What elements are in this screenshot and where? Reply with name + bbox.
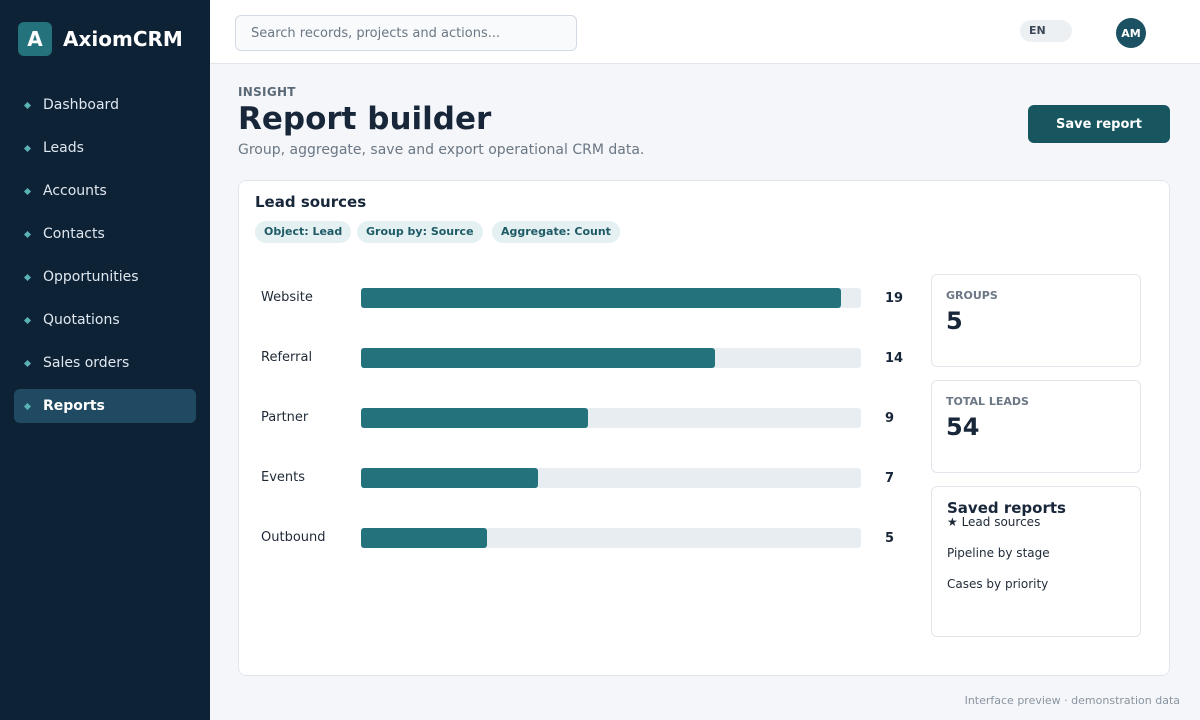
bar-label: Website	[261, 290, 313, 305]
groups-stat-card: GROUPS 5	[931, 274, 1141, 367]
avatar[interactable]: AM	[1116, 18, 1146, 48]
sidebar-item-label: Quotations	[43, 312, 120, 328]
topbar: EN AM	[210, 0, 1200, 64]
page-subtitle: Group, aggregate, save and export operat…	[238, 142, 645, 158]
bar-track	[361, 408, 861, 428]
nav-bullet-icon	[23, 316, 32, 324]
nav-bullet-icon	[23, 144, 32, 152]
stat-value: 54	[946, 413, 980, 441]
nav-bullet-icon	[23, 187, 32, 195]
save-report-button[interactable]: Save report	[1028, 105, 1170, 143]
bar-fill	[361, 348, 715, 368]
nav-bullet-icon	[23, 402, 32, 410]
sidebar-item-accounts[interactable]: Accounts	[14, 174, 196, 208]
sidebar-item-opportunities[interactable]: Opportunities	[14, 260, 196, 294]
bar-fill	[361, 288, 841, 308]
brand-logo: A	[18, 22, 52, 56]
sidebar-item-sales-orders[interactable]: Sales orders	[14, 346, 196, 380]
sidebar-item-leads[interactable]: Leads	[14, 131, 196, 165]
bar-track	[361, 288, 861, 308]
bar-value: 14	[885, 351, 904, 366]
bar-track	[361, 468, 861, 488]
nav-bullet-icon	[23, 273, 32, 281]
footer-note: Interface preview · demonstration data	[964, 694, 1180, 707]
sidebar-item-label: Opportunities	[43, 269, 139, 285]
bar-label: Outbound	[261, 530, 326, 545]
page-eyebrow: INSIGHT	[238, 85, 296, 99]
sidebar-item-label: Reports	[43, 398, 105, 414]
sidebar-item-label: Leads	[43, 140, 84, 156]
nav-bullet-icon	[23, 230, 32, 238]
sidebar-item-label: Contacts	[43, 226, 105, 242]
sidebar-item-quotations[interactable]: Quotations	[14, 303, 196, 337]
object-chip[interactable]: Object: Lead	[255, 221, 352, 243]
page-title: Report builder	[238, 101, 492, 137]
total-leads-stat-card: TOTAL LEADS 54	[931, 380, 1141, 473]
bar-label: Referral	[261, 350, 313, 365]
language-toggle[interactable]: EN	[1020, 20, 1072, 42]
saved-reports-title: Saved reports	[947, 499, 1066, 517]
saved-report-item[interactable]: Cases by priority	[947, 577, 1049, 591]
bar-fill	[361, 528, 488, 548]
sidebar-nav: Dashboard Leads Accounts Contacts Opport…	[14, 88, 196, 432]
bar-value: 5	[885, 531, 895, 546]
nav-bullet-icon	[23, 101, 32, 109]
report-title: Lead sources	[255, 193, 367, 211]
bar-fill	[361, 408, 589, 428]
nav-bullet-icon	[23, 359, 32, 367]
bar-fill	[361, 468, 538, 488]
bar-value: 9	[885, 411, 895, 426]
brand[interactable]: A AxiomCRM	[18, 22, 183, 56]
bar-label: Events	[261, 470, 306, 485]
stat-label: TOTAL LEADS	[946, 395, 1029, 408]
bar-track	[361, 348, 861, 368]
sidebar-item-label: Accounts	[43, 183, 107, 199]
sidebar-item-label: Dashboard	[43, 97, 119, 113]
sidebar-item-contacts[interactable]: Contacts	[14, 217, 196, 251]
bar-label: Partner	[261, 410, 309, 425]
bar-value: 7	[885, 471, 895, 486]
aggregate-chip[interactable]: Aggregate: Count	[492, 221, 620, 243]
report-card: Lead sources Object: Lead Group by: Sour…	[238, 180, 1170, 676]
brand-name: AxiomCRM	[63, 27, 183, 51]
sidebar: A AxiomCRM Dashboard Leads Accounts Cont…	[0, 0, 210, 720]
sidebar-item-dashboard[interactable]: Dashboard	[14, 88, 196, 122]
sidebar-item-reports[interactable]: Reports	[14, 389, 196, 423]
stat-value: 5	[946, 307, 963, 335]
saved-reports-panel: Saved reports ★ Lead sources Pipeline by…	[931, 486, 1141, 637]
saved-report-item[interactable]: ★ Lead sources	[947, 515, 1041, 529]
stat-label: GROUPS	[946, 289, 998, 302]
search-input[interactable]	[235, 15, 577, 51]
bar-value: 19	[885, 291, 904, 306]
bar-track	[361, 528, 861, 548]
saved-report-item[interactable]: Pipeline by stage	[947, 546, 1050, 560]
sidebar-item-label: Sales orders	[43, 355, 130, 371]
group-by-chip[interactable]: Group by: Source	[357, 221, 483, 243]
